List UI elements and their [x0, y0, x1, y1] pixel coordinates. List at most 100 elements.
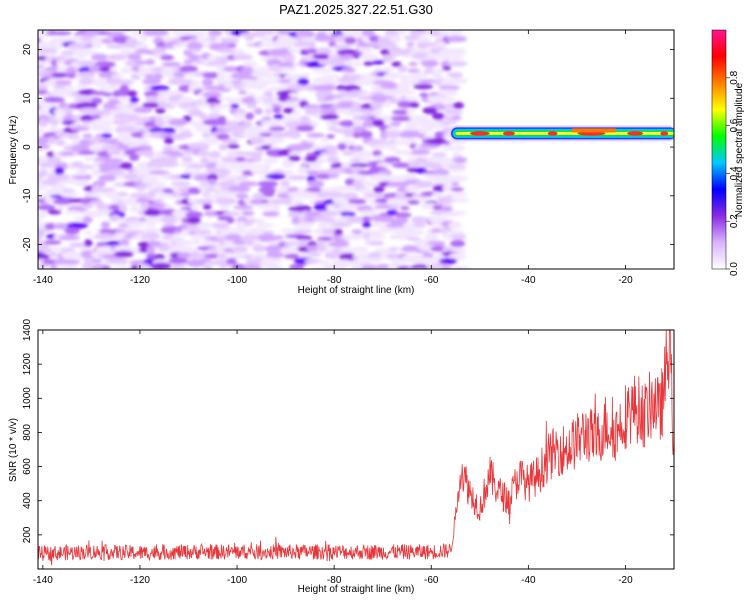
- spectrogram-cell: [189, 270, 209, 276]
- spectrogram-cell: [154, 272, 167, 278]
- spectrogram-cell: [288, 155, 301, 162]
- spectrogram-cell: [244, 238, 256, 247]
- spectrogram-cell: [419, 92, 429, 98]
- spectrogram-cell: [360, 108, 378, 115]
- spectrogram-cell: [413, 221, 427, 228]
- spectrogram-cell: [142, 227, 160, 234]
- spectrogram-cell: [306, 169, 322, 176]
- spectrogram-cell: [91, 78, 108, 87]
- spectrogram-cell: [372, 150, 382, 157]
- spectrogram-cell: [75, 168, 88, 176]
- spectrogram-cell: [38, 119, 49, 127]
- spectrogram-cell: [66, 264, 78, 269]
- spectrogram-cell: [428, 241, 446, 246]
- spectrogram-cell: [313, 203, 329, 211]
- spectrogram-cell: [248, 164, 267, 169]
- spectrogram-cell: [149, 30, 169, 36]
- spectrogram-cell: [120, 66, 132, 74]
- spectrogram-cell: [174, 240, 197, 246]
- spectrogram-cell: [246, 91, 256, 97]
- spectrogram-cell: [294, 229, 313, 234]
- spectrogram-cell: [451, 115, 462, 121]
- spectrogram-cell: [258, 186, 276, 194]
- spectrogram-cell: [316, 24, 330, 29]
- spectrogram-cell: [410, 149, 431, 155]
- spectrogram-cell: [413, 83, 434, 90]
- spectrogram-cell: [47, 114, 57, 121]
- spectrogram-cell: [415, 36, 431, 45]
- spectrogram-cell: [98, 174, 117, 182]
- spectrogram-cell: [396, 271, 413, 277]
- spectrogram-cell: [406, 30, 416, 31]
- spectrogram-y-tick-label: -10: [22, 188, 33, 203]
- spectrogram-cell: [219, 228, 242, 236]
- spectrogram-cell: [233, 151, 248, 156]
- spectrogram-cell: [351, 229, 365, 235]
- colorbar-frame: [711, 29, 727, 270]
- spectrogram-cell: [376, 162, 392, 168]
- spectrogram-cell: [417, 197, 430, 203]
- spectrogram-cell: [351, 246, 369, 253]
- spectrogram-cell: [293, 222, 315, 229]
- spectrogram-cell: [184, 149, 196, 156]
- spectrogram-cell: [66, 222, 89, 229]
- spectrogram-cell: [168, 90, 184, 96]
- spectrogram-cell: [207, 272, 220, 277]
- spectrogram-cell: [232, 112, 248, 120]
- spectrogram-cell: [399, 206, 410, 211]
- spectrogram-cell: [289, 116, 300, 122]
- spectrogram-cell: [361, 180, 375, 188]
- spectrogram-cell: [410, 264, 430, 269]
- colorbar-label: Normalized spectral amplitude: [734, 82, 745, 217]
- spectrogram-cell: [249, 136, 266, 145]
- colorbar-bar: [712, 30, 726, 269]
- spectrogram-cell: [187, 164, 209, 169]
- snr-y-tick-label: 1400: [22, 318, 33, 341]
- spectrogram-cell: [174, 268, 178, 269]
- spectrogram-cell: [306, 245, 320, 252]
- snr-background: [38, 330, 674, 569]
- spectrogram-cell: [142, 102, 160, 108]
- spectrogram-cell: [146, 161, 157, 168]
- spectrogram-cell: [222, 30, 227, 31]
- spectrogram-cell: [147, 190, 156, 199]
- spectrogram-cell: [281, 54, 296, 62]
- spectrogram-cell: [48, 251, 58, 258]
- spectrogram-cell: [450, 187, 465, 192]
- spectrogram-cell: [374, 204, 394, 210]
- spectrogram-cell: [144, 58, 155, 66]
- spectrogram-cell: [435, 24, 447, 29]
- spectrogram-cell: [320, 107, 341, 115]
- spectrogram-cell: [289, 79, 299, 86]
- spectrogram-cell: [450, 239, 466, 248]
- spectrogram-x-tick-label: -120: [130, 275, 150, 286]
- spectrogram-cell: [450, 167, 466, 173]
- spectrogram-cell: [346, 216, 367, 224]
- colorbar-tick-label: 0.8: [729, 70, 740, 84]
- colorbar-ticks: 0.0 0.2 0.4 0.6 0.8: [726, 70, 740, 276]
- spectrogram-cell: [306, 132, 326, 138]
- spectrogram-cell: [332, 196, 348, 205]
- spectrogram-cell: [64, 210, 81, 215]
- spectrogram-cell: [160, 127, 176, 134]
- spectrogram-x-tick-label: -20: [618, 275, 633, 286]
- spectrogram-cell: [384, 30, 401, 37]
- snr-y-label: SNR (10 * v/v): [8, 418, 19, 482]
- spectrogram-cell: [106, 54, 127, 61]
- spectrogram-cell: [373, 108, 383, 115]
- spectrogram-cell: [287, 244, 301, 252]
- spectrogram-cell: [396, 83, 411, 92]
- spectrogram-cell: [197, 258, 212, 263]
- spectrogram-cell: [368, 251, 384, 259]
- spectrogram-cell: [359, 209, 378, 216]
- spectrogram-cell: [83, 174, 92, 181]
- spectrogram-cell: [188, 108, 203, 117]
- spectrogram-cell: [307, 41, 316, 49]
- spectrogram-cell: [190, 205, 200, 211]
- spectrogram-cell: [43, 240, 62, 245]
- spectrogram-cell: [133, 30, 136, 31]
- spectrogram-cell: [144, 73, 156, 79]
- spectrogram-cell: [392, 30, 396, 31]
- spectrogram-cell: [446, 72, 464, 78]
